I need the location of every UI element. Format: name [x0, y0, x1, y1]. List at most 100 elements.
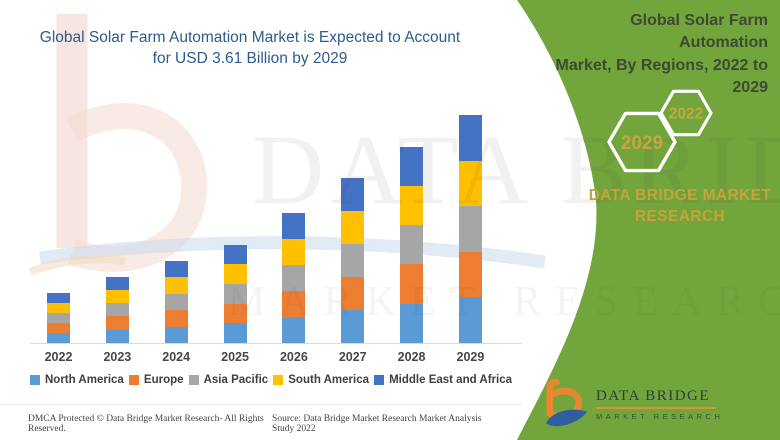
logo-b-icon [545, 378, 588, 427]
footer-divider [0, 404, 522, 405]
bar-segment-north-america [164, 326, 188, 343]
bar-segment-asia-pacific [341, 244, 365, 277]
bar-segment-europe [105, 316, 129, 330]
bar-segment-middle-east-and-africa [105, 276, 129, 290]
legend-label: Middle East and Africa [389, 374, 512, 386]
bar-column-2026: 2026 [280, 100, 308, 364]
bar-column-2025: 2025 [221, 100, 249, 364]
bar-segment-north-america [47, 332, 70, 343]
x-axis-label-2024: 2024 [162, 350, 191, 364]
bar-column-2024: 2024 [162, 100, 190, 364]
bar-segment-europe [282, 291, 306, 317]
stacked-bar-2029 [458, 115, 482, 343]
panel-title: Global Solar Farm Automation Market, By … [555, 12, 768, 97]
legend-item-north-america: North America [30, 374, 124, 386]
bar-segment-middle-east-and-africa [282, 213, 306, 239]
bar-segment-middle-east-and-africa [164, 260, 188, 277]
bar-segment-south-america [282, 239, 306, 265]
logo-tagline: MARKET RESEARCH [596, 411, 724, 421]
bar-segment-asia-pacific [164, 293, 188, 310]
bar-segment-asia-pacific [47, 312, 70, 323]
hexagon-2029 [607, 111, 677, 173]
stacked-bar-2025 [223, 244, 247, 343]
footer-dmca-text: DMCA Protected © Data Bridge Market Rese… [28, 414, 264, 434]
x-axis-label-2023: 2023 [103, 350, 132, 364]
legend-label: Asia Pacific [203, 374, 269, 386]
legend-swatch-south-america [273, 375, 284, 385]
bar-segment-south-america [458, 160, 482, 207]
logo-underline [596, 406, 716, 409]
x-axis-line [30, 343, 522, 344]
hexagon-2022-label: 2022 [669, 106, 703, 123]
x-axis-label-2026: 2026 [279, 350, 308, 364]
bar-segment-south-america [164, 277, 188, 294]
bar-column-2022: 2022 [45, 100, 72, 364]
bar-segment-asia-pacific [400, 225, 424, 265]
logo-name: DATA BRIDGE [596, 387, 711, 404]
watermark-text-line2: MARKET RESEARCH [228, 279, 780, 325]
bar-segment-middle-east-and-africa [400, 146, 424, 186]
bar-segment-europe [47, 322, 70, 333]
stacked-bar-2022 [47, 292, 70, 343]
bar-segment-south-america [47, 302, 70, 313]
legend-swatch-north-america [30, 375, 40, 385]
stacked-bar-2023 [105, 276, 129, 343]
x-axis-label-2027: 2027 [338, 350, 367, 364]
legend-item-europe: Europe [128, 374, 184, 386]
bar-segment-europe [341, 277, 365, 310]
bar-column-2028: 2028 [398, 100, 425, 364]
bar-segment-north-america [400, 303, 424, 343]
chart-legend: North America Europe Asia Pacific South Ame… [30, 374, 512, 386]
bar-column-2027: 2027 [339, 100, 367, 364]
hexagon-2022 [659, 89, 713, 137]
x-axis-label-2029: 2029 [456, 350, 485, 364]
stacked-bar-2028 [400, 146, 424, 343]
bar-segment-north-america [282, 317, 306, 343]
bar-segment-north-america [223, 323, 247, 343]
footer: DMCA Protected © Data Bridge Market Rese… [28, 414, 498, 434]
bar-segment-south-america [223, 264, 247, 284]
bar-segment-middle-east-and-africa [47, 292, 70, 303]
bar-segment-europe [223, 303, 247, 324]
bar-segment-south-america [341, 211, 365, 244]
legend-item-south-america: South America [273, 374, 369, 386]
legend-item-middle-east-and-africa: Middle East and Africa [374, 374, 512, 386]
watermark-blue-swoosh [39, 236, 546, 269]
legend-swatch-europe [128, 375, 139, 385]
bar-segment-asia-pacific [223, 283, 247, 304]
x-axis-label-2025: 2025 [221, 350, 249, 364]
legend-label: North America [45, 374, 124, 386]
watermark-orange-swoosh [28, 255, 126, 276]
green-panel-shape [517, 0, 780, 440]
bar-segment-middle-east-and-africa [458, 115, 482, 161]
page-title: Global Solar Farm Automation Market is E… [39, 29, 461, 67]
hexagon-2029-label: 2029 [621, 133, 663, 154]
legend-label: South America [288, 374, 369, 386]
x-axis-label-2028: 2028 [397, 350, 426, 364]
watermark-text-line1: DATA BRIDGE [252, 114, 780, 225]
bar-column-2023: 2023 [103, 100, 131, 364]
bar-segment-asia-pacific [282, 265, 306, 291]
bar-segment-south-america [400, 185, 424, 226]
bar-segment-europe [400, 264, 424, 304]
watermark-b-bowl [66, 103, 207, 272]
stacked-bar-2027 [341, 178, 365, 343]
bar-column-2029: 2029 [457, 100, 484, 364]
legend-swatch-asia-pacific [188, 375, 199, 385]
bar-segment-europe [458, 251, 482, 298]
footer-source-text: Source: Data Bridge Market Research Mark… [272, 414, 482, 434]
legend-swatch-middle-east-and-africa [374, 375, 385, 385]
bar-segment-middle-east-and-africa [223, 244, 247, 265]
year-hexagons: 2029 2022 [607, 89, 713, 173]
bar-segment-south-america [105, 289, 129, 304]
bar-segment-north-america [105, 329, 129, 343]
bar-segment-north-america [458, 297, 482, 343]
bar-segment-middle-east-and-africa [341, 178, 365, 211]
bar-segment-north-america [341, 310, 365, 343]
x-axis-label-2022: 2022 [44, 350, 73, 364]
stacked-bar-2026 [282, 213, 306, 343]
plot-area: 2022 2023 2024 2025 2026 2027 2028 2029 [45, 100, 484, 364]
bar-segment-asia-pacific [458, 206, 482, 252]
